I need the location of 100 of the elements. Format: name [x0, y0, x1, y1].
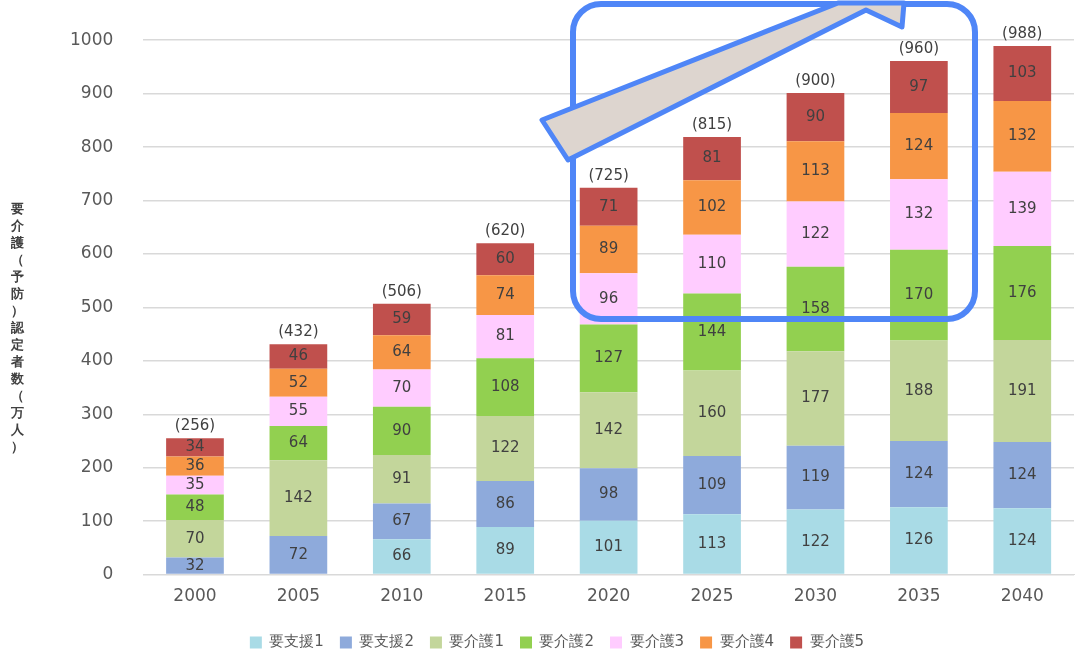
bar	[683, 455, 741, 515]
bar	[890, 179, 948, 250]
bar	[579, 392, 638, 469]
data-label: 72	[288, 544, 308, 563]
total-label: (506)	[381, 281, 422, 300]
total-label: (900)	[795, 71, 836, 89]
y-tick-label: 300	[80, 402, 114, 423]
bar	[579, 324, 638, 393]
data-label: 144	[697, 321, 727, 340]
bar	[166, 456, 224, 476]
bar	[372, 303, 431, 336]
bar	[476, 275, 535, 315]
total-label: (432)	[278, 322, 319, 341]
bar	[786, 445, 845, 510]
legend-label: 要介護4	[719, 632, 775, 651]
bar	[993, 171, 1052, 246]
y-tick-label: 1000	[70, 28, 114, 49]
data-label: 127	[594, 348, 623, 367]
data-label: 142	[284, 488, 313, 507]
bar	[579, 225, 638, 274]
bar	[579, 520, 638, 574]
bar	[372, 454, 431, 504]
bar	[683, 136, 741, 181]
x-tick-label: 2000	[173, 585, 217, 606]
total-label: (620)	[485, 221, 526, 240]
data-label: 96	[599, 288, 619, 307]
data-label: 90	[392, 420, 412, 439]
data-label: 188	[904, 380, 934, 399]
data-label: 158	[801, 298, 830, 317]
data-label: 124	[904, 135, 934, 154]
data-label: 103	[1007, 63, 1037, 82]
legend-label: 要介護3	[629, 632, 685, 651]
bar	[890, 112, 948, 180]
data-label: 122	[490, 438, 520, 457]
data-label: 35	[185, 474, 205, 493]
data-label: 36	[185, 456, 205, 475]
bar	[269, 460, 328, 537]
bar	[166, 557, 224, 574]
data-label: 101	[594, 537, 623, 556]
data-label: 191	[1007, 380, 1037, 399]
legend-label: 要介護5	[809, 632, 865, 651]
bar	[166, 520, 224, 558]
data-label: 81	[702, 148, 722, 167]
text: 要介護（予防）認定者数（万人）	[10, 201, 24, 454]
legend-label: 要支援2	[359, 632, 414, 651]
x-tick-label: 2010	[380, 585, 424, 606]
bar	[269, 344, 328, 369]
data-label: 177	[801, 388, 830, 407]
bar	[269, 536, 328, 574]
bar	[372, 406, 431, 455]
x-tick-label: 2040	[1000, 585, 1044, 606]
bar	[993, 508, 1052, 574]
data-label: 160	[697, 403, 727, 422]
data-label: 74	[495, 285, 515, 303]
y-tick-label: 100	[80, 509, 114, 530]
data-label: 60	[495, 249, 515, 268]
y-tick-label: 800	[80, 135, 114, 156]
x-tick-label: 2005	[276, 585, 321, 606]
data-label: 113	[697, 533, 727, 552]
bar	[269, 368, 328, 397]
data-label: 90	[805, 107, 826, 126]
bar	[269, 396, 328, 427]
data-label: 142	[594, 420, 623, 439]
bar	[786, 141, 845, 202]
bar	[476, 527, 535, 574]
data-label: 98	[599, 484, 619, 503]
data-label: 46	[288, 346, 308, 365]
data-label: 122	[801, 224, 830, 243]
data-label: 70	[392, 377, 412, 396]
data-label: 52	[288, 372, 308, 391]
bar	[476, 314, 535, 359]
bar	[993, 46, 1052, 102]
bar	[786, 201, 845, 267]
x-tick-label: 2020	[587, 585, 631, 606]
data-label: 132	[904, 204, 934, 223]
bar	[683, 180, 741, 235]
bar	[786, 509, 845, 574]
y-tick-label: 500	[80, 295, 114, 316]
bar	[683, 514, 741, 574]
bar	[786, 351, 845, 446]
total-label: (960)	[898, 38, 940, 57]
legend-label: 要介護2	[539, 632, 595, 651]
data-label: 176	[1007, 282, 1037, 301]
bar	[993, 101, 1052, 172]
bar	[890, 249, 948, 341]
y-tick-label: 200	[80, 456, 114, 477]
y-tick-label: 700	[80, 188, 114, 209]
bar	[269, 426, 328, 461]
bar	[579, 468, 638, 521]
data-label: 64	[288, 433, 308, 452]
bar	[890, 61, 948, 113]
data-label: 122	[801, 531, 830, 550]
total-label: (988)	[1002, 23, 1043, 42]
data-label: 126	[904, 530, 934, 549]
bar	[372, 335, 431, 370]
total-label: (815)	[691, 114, 733, 133]
data-label: 67	[392, 511, 412, 530]
data-label: 124	[904, 464, 934, 483]
data-label: 132	[1007, 126, 1037, 145]
x-tick-label: 2030	[793, 585, 838, 606]
